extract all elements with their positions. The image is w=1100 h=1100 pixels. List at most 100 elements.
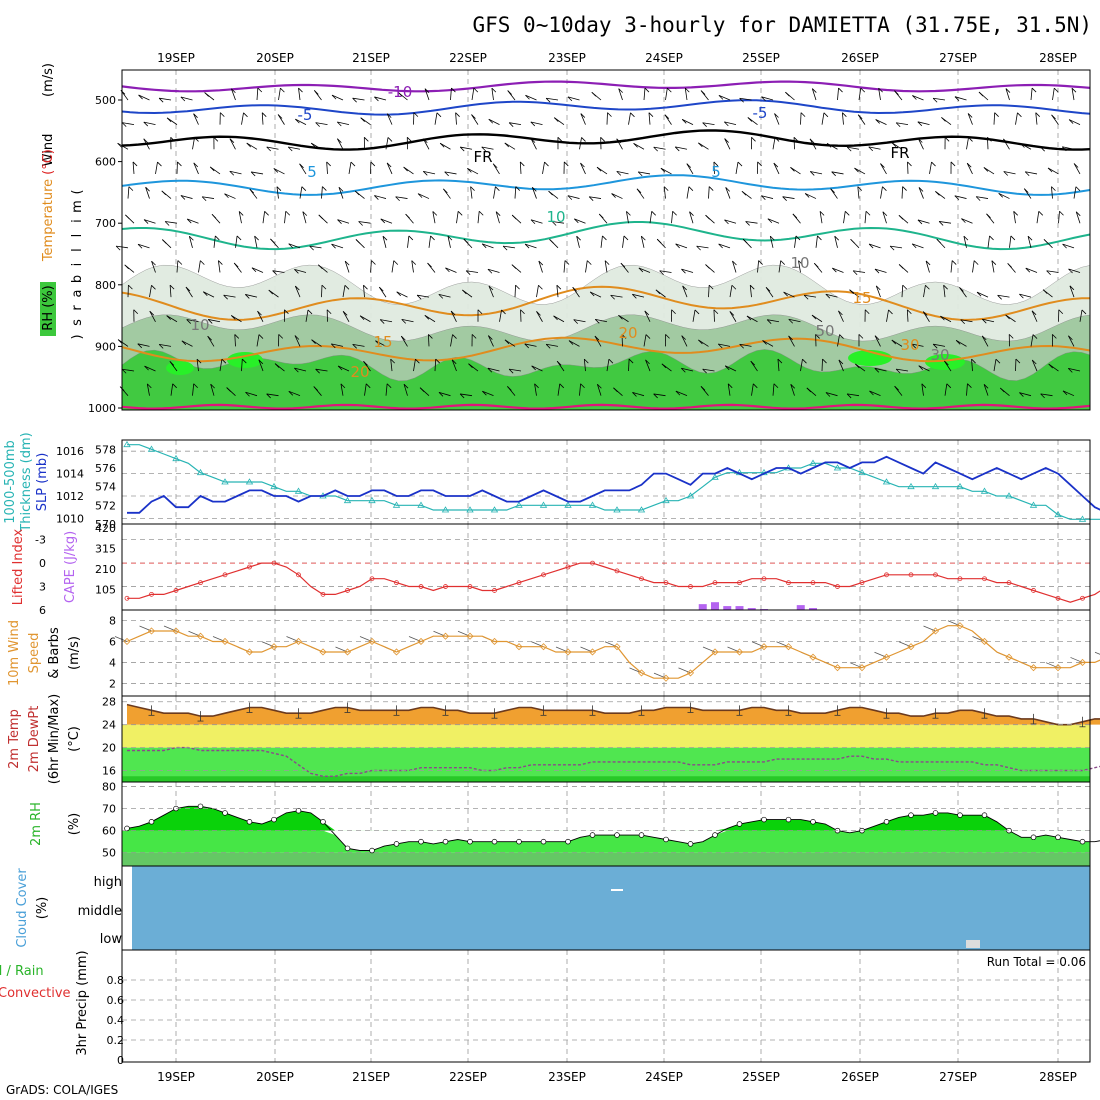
wind-barb-flag	[459, 146, 465, 152]
wind-barb	[460, 146, 473, 150]
wind-barb	[976, 291, 989, 298]
wind-barb-flag	[393, 260, 399, 265]
wind-barb-flag	[473, 87, 479, 93]
wind-barb	[487, 268, 500, 273]
wind-barb-flag	[382, 235, 388, 241]
wind-barb-flag	[374, 195, 379, 200]
wind-barb-flag	[180, 195, 186, 200]
wind-barb-flag	[874, 335, 880, 340]
rh-marker	[369, 847, 375, 854]
wind-barb-flag	[322, 186, 327, 191]
li-label: Lifted Index	[11, 528, 26, 605]
bottom-day-label: 24SEP	[645, 1070, 683, 1084]
wind-barb	[396, 291, 408, 298]
wind-panel-label: Speed	[27, 633, 42, 674]
wind-barb-flag	[864, 309, 870, 315]
wind-barb-flag	[403, 166, 408, 172]
wind-barb	[708, 285, 710, 298]
wind-marker	[686, 669, 695, 677]
wind-barb	[132, 161, 135, 174]
li-marker	[516, 580, 522, 586]
wind-barb	[309, 245, 322, 249]
wind-barb	[143, 219, 156, 224]
wind-barb	[963, 236, 967, 248]
wind-barb-flag	[602, 235, 607, 241]
wind-barb-flag	[507, 90, 512, 95]
wind-barb-flag	[1007, 263, 1012, 268]
wind-barb-flag	[276, 186, 282, 191]
wind-barb-flag	[1062, 390, 1068, 396]
wind-barb-flag	[397, 92, 403, 97]
wind-barb	[428, 235, 431, 248]
wind-barb-flag	[700, 90, 706, 95]
wind-barb	[1030, 88, 1033, 101]
wind-barb-flag	[288, 391, 294, 396]
wind-barb	[702, 122, 715, 126]
wind-barb-flag	[830, 188, 835, 193]
wind-barb-flag	[511, 214, 517, 220]
wind-barb-flag	[1073, 163, 1079, 168]
wind-barb	[241, 112, 244, 125]
wind-barb-flag	[326, 161, 331, 167]
wind-barb-flag	[983, 384, 989, 389]
wind-barb-flag	[488, 335, 493, 340]
wind-barb-flag	[681, 268, 686, 274]
wind-barb	[438, 293, 451, 298]
wind-barb-flag	[967, 113, 973, 118]
wind-barb	[724, 219, 737, 224]
thickness-marker	[466, 506, 474, 513]
wind-barb-flag	[482, 390, 487, 396]
wind-marker	[392, 648, 401, 656]
wind-barb	[917, 219, 930, 224]
wind-barb	[869, 390, 881, 397]
wind-barb-flag	[355, 239, 361, 244]
wind-barb-flag	[337, 121, 342, 127]
cape-label: CAPE (J/kg)	[63, 531, 78, 603]
wind-barb	[982, 318, 995, 323]
wind-barb-flag	[983, 167, 989, 172]
wind-barb-flag	[387, 137, 393, 142]
wind-barb-flag	[758, 260, 763, 265]
wind-barb	[519, 161, 522, 174]
wind-barb	[1025, 171, 1038, 175]
wind-marker	[515, 643, 523, 651]
lifted-index-line	[127, 562, 1100, 603]
wind-barb	[837, 334, 840, 347]
wind-barb-flag	[702, 122, 707, 127]
wind-barb	[568, 340, 580, 347]
wind-barb	[800, 359, 803, 372]
wind-barb	[262, 211, 266, 224]
wind-barb	[644, 310, 651, 322]
rh-marker	[712, 832, 718, 838]
li-marker	[394, 580, 399, 586]
wind-barb	[238, 211, 242, 224]
wind-barb-flag	[309, 245, 314, 251]
wind-barb	[272, 270, 285, 273]
wind-barb	[299, 163, 307, 175]
wind-barb-flag	[470, 186, 475, 191]
wind-barb-flag	[696, 245, 701, 251]
wind-barb-flag	[857, 114, 863, 120]
wind-barb	[144, 365, 156, 372]
wind-barb-flag	[231, 88, 236, 94]
wind-barb-flag	[1019, 392, 1024, 397]
wind-barb-flag	[1069, 285, 1075, 291]
cloud-level-tick: low	[100, 932, 123, 947]
wind-barb-flag	[770, 235, 775, 241]
wind-barb	[682, 118, 694, 125]
wind-barb-flag	[524, 243, 530, 249]
wind-barb-flag	[515, 284, 520, 290]
wind-barb-flag	[436, 112, 442, 118]
wind-barb-flag	[745, 221, 750, 226]
wind-barb-flag	[245, 391, 250, 397]
rh-marker	[1055, 834, 1061, 841]
wind-barb-flag	[637, 171, 643, 177]
wind-barb-flag	[268, 289, 274, 295]
wind-barb-flag	[352, 344, 357, 349]
thickness-marker	[956, 482, 964, 490]
wind-barb-flag	[411, 260, 417, 265]
wind-marker	[172, 627, 180, 635]
wind-barb	[729, 285, 733, 298]
wind-barb-flag	[1013, 211, 1018, 216]
wind-marker	[196, 632, 205, 640]
